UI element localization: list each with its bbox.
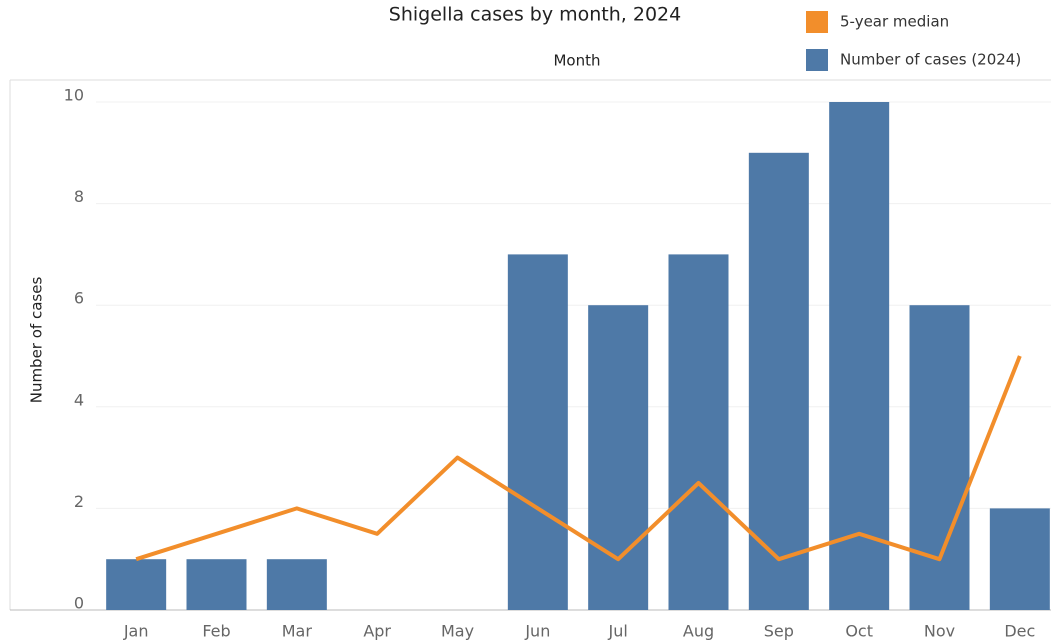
bar <box>748 152 809 611</box>
x-tick-label: Mar <box>282 622 313 641</box>
legend-label: Number of cases (2024) <box>840 51 1021 69</box>
bar <box>588 305 649 610</box>
line <box>135 355 1022 562</box>
bar <box>266 559 327 610</box>
y-axis-label: Number of cases <box>28 277 46 404</box>
legend-swatch <box>806 49 828 71</box>
bar <box>668 254 729 610</box>
y-tick-label: 0 <box>74 594 84 613</box>
legend-label: 5-year median <box>840 13 949 31</box>
x-axis-label: Month <box>553 52 600 70</box>
x-tick-label: Oct <box>845 622 873 641</box>
bar <box>989 508 1050 610</box>
x-tick-label: Nov <box>924 622 955 641</box>
chart-title: Shigella cases by month, 2024 <box>389 4 681 26</box>
x-tick-label: Sep <box>764 622 794 641</box>
bar <box>829 102 890 610</box>
y-tick-label: 8 <box>74 187 84 206</box>
x-tick-label: Jul <box>608 622 628 641</box>
y-tick-label: 10 <box>64 86 84 105</box>
y-tick-label: 4 <box>74 390 84 409</box>
x-tick-label: May <box>441 622 474 641</box>
x-tick-label: Jun <box>524 622 550 641</box>
bar <box>186 559 247 610</box>
bar <box>106 559 167 610</box>
y-tick-label: 6 <box>74 289 84 308</box>
bar <box>909 305 970 610</box>
x-tick-label: Dec <box>1004 622 1035 641</box>
bar <box>507 254 568 610</box>
x-tick-label: Aug <box>683 622 714 641</box>
x-tick-label: Jan <box>123 622 149 641</box>
y-tick-label: 2 <box>74 492 84 511</box>
legend-swatch <box>806 11 828 33</box>
x-tick-label: Feb <box>202 622 230 641</box>
x-tick-label: Apr <box>363 622 391 641</box>
